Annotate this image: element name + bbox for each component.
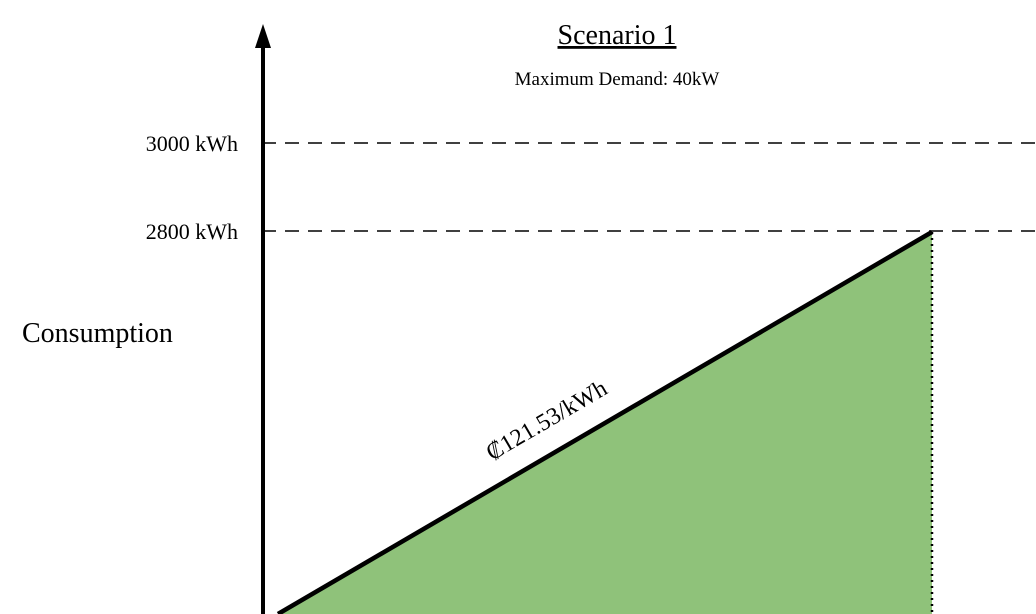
y-axis-label: Consumption bbox=[22, 318, 173, 349]
diagram-subtitle: Maximum Demand: 40kW bbox=[515, 69, 720, 90]
reference-label-2800: 2800 kWh bbox=[146, 219, 238, 244]
reference-label-3000: 3000 kWh bbox=[146, 131, 238, 156]
y-axis-arrow-icon bbox=[255, 24, 271, 48]
rate-line bbox=[276, 230, 934, 614]
diagram-title: Scenario 1 bbox=[558, 20, 677, 51]
